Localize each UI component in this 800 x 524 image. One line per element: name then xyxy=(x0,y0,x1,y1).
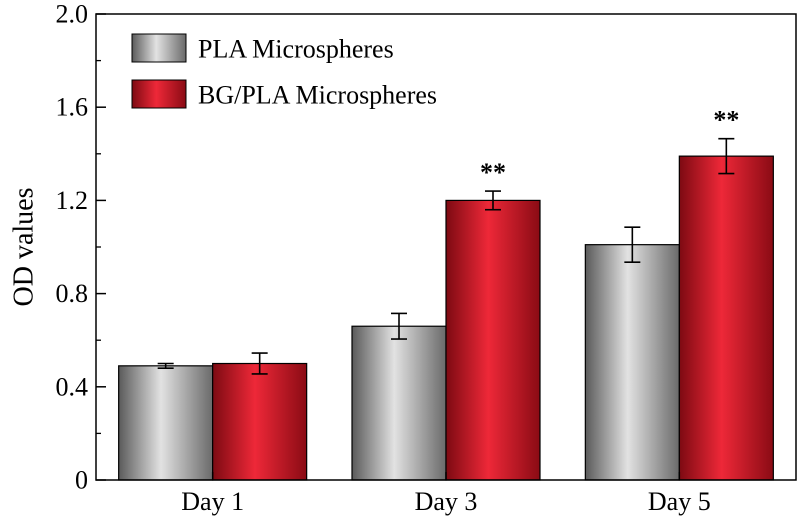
legend: PLA Microspheres BG/PLA Microspheres xyxy=(131,33,437,110)
bar-pla-day-3 xyxy=(351,325,447,481)
x-axis-ticks: Day 1 Day 3 Day 5 xyxy=(181,472,711,516)
error-bar xyxy=(391,312,407,340)
y-tick-label: 0.8 xyxy=(56,279,89,308)
x-tick-label: Day 1 xyxy=(181,487,244,516)
y-tick-label: 2.0 xyxy=(56,0,89,29)
bar-pla-day-1 xyxy=(118,365,214,481)
legend-swatch xyxy=(131,79,187,109)
bar-pla-day-5 xyxy=(584,244,680,481)
legend-label: BG/PLA Microspheres xyxy=(198,81,437,110)
error-bar xyxy=(718,137,735,175)
significance-label: ** xyxy=(480,158,506,187)
legend-swatch xyxy=(131,33,187,63)
error-bar xyxy=(485,190,501,211)
bar-bg-pla-day-1 xyxy=(212,362,308,481)
y-tick-label: 0 xyxy=(75,466,88,495)
significance-layer: ** ** xyxy=(480,106,739,187)
bar-bg-pla-day-5 xyxy=(678,155,774,481)
error-bar xyxy=(157,362,174,369)
y-axis-ticks: 0 0.4 0.8 1.2 1.6 2.0 xyxy=(56,0,106,495)
legend-label: PLA Microspheres xyxy=(198,35,394,64)
bars-layer xyxy=(118,155,774,481)
y-tick-label: 1.2 xyxy=(56,186,89,215)
x-tick-label: Day 5 xyxy=(648,487,711,516)
bar-bg-pla-day-3 xyxy=(445,199,541,481)
y-tick-label: 0.4 xyxy=(56,372,89,401)
y-axis-title: OD values xyxy=(9,188,40,307)
legend-item: PLA Microspheres xyxy=(131,33,394,64)
legend-item: BG/PLA Microspheres xyxy=(131,79,437,110)
significance-label: ** xyxy=(713,106,739,135)
error-bars-layer xyxy=(157,137,735,375)
x-tick-label: Day 3 xyxy=(415,487,478,516)
y-tick-label: 1.6 xyxy=(56,93,89,122)
error-bar xyxy=(251,352,268,375)
error-bar xyxy=(624,226,641,263)
